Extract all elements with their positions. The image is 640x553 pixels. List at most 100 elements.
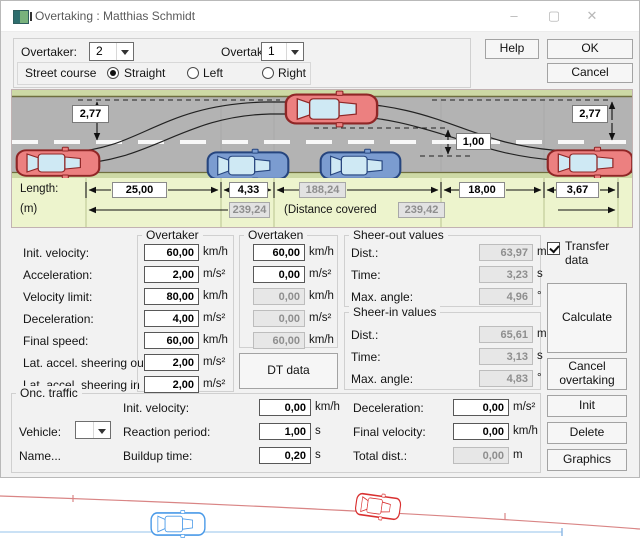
- chevron-down-icon[interactable]: [286, 43, 303, 60]
- maximize-icon[interactable]: ▢: [547, 8, 561, 23]
- radio-right[interactable]: [262, 67, 274, 79]
- chevron-down-icon[interactable]: [116, 43, 133, 60]
- row-label: Lat. accel. sheering out: [23, 356, 148, 370]
- street-course-label: Street course: [25, 66, 97, 80]
- trajectory-preview: [0, 490, 640, 538]
- street-course-group: [17, 62, 311, 85]
- length-seg1[interactable]: 25,00: [112, 182, 167, 198]
- unit-label: m: [537, 246, 547, 258]
- length-seg5[interactable]: 3,67: [556, 182, 599, 198]
- red-car-right: [547, 147, 632, 178]
- overtaker-label: Overtaker:: [21, 45, 78, 59]
- sheer-out-time-value: 3,23: [479, 266, 533, 283]
- unit-label: m/s²: [203, 356, 226, 368]
- vehicle-select[interactable]: [75, 421, 111, 439]
- overtaken-group-title: Overtaken: [244, 228, 308, 242]
- sheer-in-time-value: 3,13: [479, 348, 533, 365]
- unit-label: s: [537, 268, 543, 280]
- overtaking-dialog: Overtaking : Matthias Schmidt – ▢ ✕ Over…: [0, 0, 640, 478]
- row-label: Velocity limit:: [23, 290, 93, 304]
- meters-label: (m): [20, 203, 38, 215]
- onc-deceleration-field[interactable]: 0,00: [453, 399, 509, 416]
- sheer-in-angle-value: 4,83: [479, 370, 533, 387]
- overtaker-value: 2: [96, 44, 103, 58]
- radio-straight-label[interactable]: Straight: [124, 66, 166, 80]
- delete-button[interactable]: Delete: [547, 422, 627, 444]
- overtaker-lat-accel-out-field[interactable]: 2,00: [144, 354, 199, 371]
- sheer-in-dist-label: Dist.:: [351, 328, 379, 342]
- overtaker-acceleration-field[interactable]: 2,00: [144, 266, 199, 283]
- road-scene: [12, 90, 632, 178]
- name-label: Name...: [19, 449, 62, 463]
- red-car-overtaking: [285, 91, 378, 127]
- sheer-in-angle-label: Max. angle:: [351, 372, 414, 386]
- onc-final-velocity-field[interactable]: 0,00: [453, 423, 509, 440]
- ok-button[interactable]: OK: [547, 39, 633, 59]
- minimize-icon[interactable]: –: [510, 8, 518, 23]
- top-controls-group: [13, 38, 471, 88]
- row-label: Final speed:: [23, 334, 89, 348]
- transfer-data-checkbox[interactable]: [547, 242, 560, 255]
- radio-left-label[interactable]: Left: [203, 66, 224, 80]
- red-wireframe-car: [354, 490, 402, 523]
- unit-label: m/s²: [203, 268, 226, 280]
- unit-label: km/h: [315, 401, 340, 413]
- overtaker-velocity-limit-field[interactable]: 80,00: [144, 288, 199, 305]
- help-button[interactable]: Help: [485, 39, 539, 59]
- onc-traffic-title: Onc. traffic: [16, 386, 82, 400]
- unit-label: km/h: [309, 334, 334, 346]
- window-title: Overtaking : Matthias Schmidt: [35, 9, 196, 23]
- title-bar[interactable]: Overtaking : Matthias Schmidt – ▢ ✕: [1, 1, 639, 32]
- length-seg4[interactable]: 18,00: [459, 182, 505, 198]
- cancel-overtaking-button[interactable]: Cancel overtaking: [547, 358, 627, 390]
- blue-wireframe-car: [151, 510, 205, 538]
- overtaken-init-velocity-field[interactable]: 60,00: [253, 244, 305, 261]
- onc-init-velocity-field[interactable]: 0,00: [259, 399, 311, 416]
- init-button[interactable]: Init: [547, 395, 627, 417]
- sheer-out-group: Sheer-out values: [344, 228, 541, 307]
- overtaker-lat-accel-in-field[interactable]: 2,00: [144, 376, 199, 393]
- row-label: Init. velocity:: [23, 246, 90, 260]
- overtaken-group: Overtaken: [239, 228, 338, 348]
- unit-label: km/h: [203, 334, 228, 346]
- overtaker-group-title: Overtaker: [142, 228, 203, 242]
- graphics-button[interactable]: Graphics: [547, 449, 627, 471]
- blue-car-1: [207, 149, 289, 178]
- unit-label: m/s²: [513, 401, 536, 413]
- overtaken-acceleration-field[interactable]: 0,00: [253, 266, 305, 283]
- cad-canvas: [0, 478, 640, 553]
- overtaker-init-velocity-field[interactable]: 60,00: [144, 244, 199, 261]
- radio-left[interactable]: [187, 67, 199, 79]
- overtaker-final-speed-field[interactable]: 60,00: [144, 332, 199, 349]
- onc-reaction-period-label: Reaction period:: [123, 425, 211, 439]
- overtaker-deceleration-field[interactable]: 4,00: [144, 310, 199, 327]
- unit-label: s: [315, 449, 321, 461]
- overtaker-select[interactable]: 2: [89, 42, 134, 61]
- chevron-down-icon[interactable]: [93, 422, 110, 438]
- sheer-in-title: Sheer-in values: [349, 305, 441, 319]
- onc-buildup-time-label: Buildup time:: [123, 449, 193, 463]
- unit-label: s: [315, 425, 321, 437]
- row-label: Deceleration:: [23, 312, 94, 326]
- length-seg3: 188,24: [299, 182, 346, 198]
- row-label: Acceleration:: [23, 268, 93, 282]
- onc-total-dist-field: 0,00: [453, 447, 509, 464]
- distance-covered-value: 239,42: [398, 202, 445, 218]
- overtaken-deceleration-field: 0,00: [253, 310, 305, 327]
- radio-right-label[interactable]: Right: [278, 66, 307, 80]
- calculate-button[interactable]: Calculate: [547, 283, 627, 353]
- onc-buildup-time-field[interactable]: 0,20: [259, 447, 311, 464]
- transfer-data-label[interactable]: Transfer data: [565, 239, 610, 268]
- close-icon[interactable]: ✕: [586, 8, 598, 23]
- dimension-arrows: [85, 178, 619, 227]
- unit-label: km/h: [309, 246, 334, 258]
- onc-reaction-period-field[interactable]: 1,00: [259, 423, 311, 440]
- overtaken-select[interactable]: 1: [261, 42, 304, 61]
- dt-data-button[interactable]: DT data: [239, 353, 338, 389]
- overtaken-value: 1: [268, 44, 275, 58]
- cancel-button[interactable]: Cancel: [547, 63, 633, 83]
- unit-label: m: [537, 328, 547, 340]
- length-seg2[interactable]: 4,33: [229, 182, 268, 198]
- red-car-left: [16, 147, 100, 178]
- radio-straight[interactable]: [107, 67, 119, 79]
